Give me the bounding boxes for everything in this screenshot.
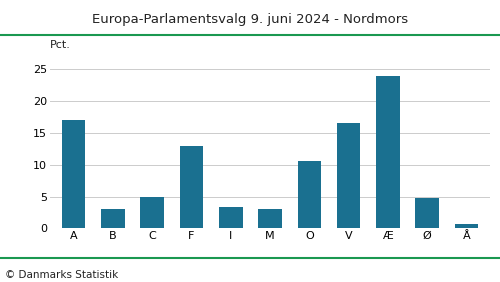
Text: © Danmarks Statistik: © Danmarks Statistik [5, 270, 118, 280]
Bar [258, 209, 282, 228]
Bar [140, 197, 164, 228]
Bar [376, 76, 400, 228]
Bar [298, 161, 321, 228]
Text: Europa-Parlamentsvalg 9. juni 2024 - Nordmors: Europa-Parlamentsvalg 9. juni 2024 - Nor… [92, 13, 408, 26]
Bar [101, 209, 124, 228]
Bar [454, 224, 478, 228]
Bar [180, 146, 203, 228]
Text: Pct.: Pct. [50, 39, 71, 50]
Bar [62, 120, 86, 228]
Bar [337, 123, 360, 228]
Bar [219, 207, 242, 228]
Bar [416, 199, 439, 228]
